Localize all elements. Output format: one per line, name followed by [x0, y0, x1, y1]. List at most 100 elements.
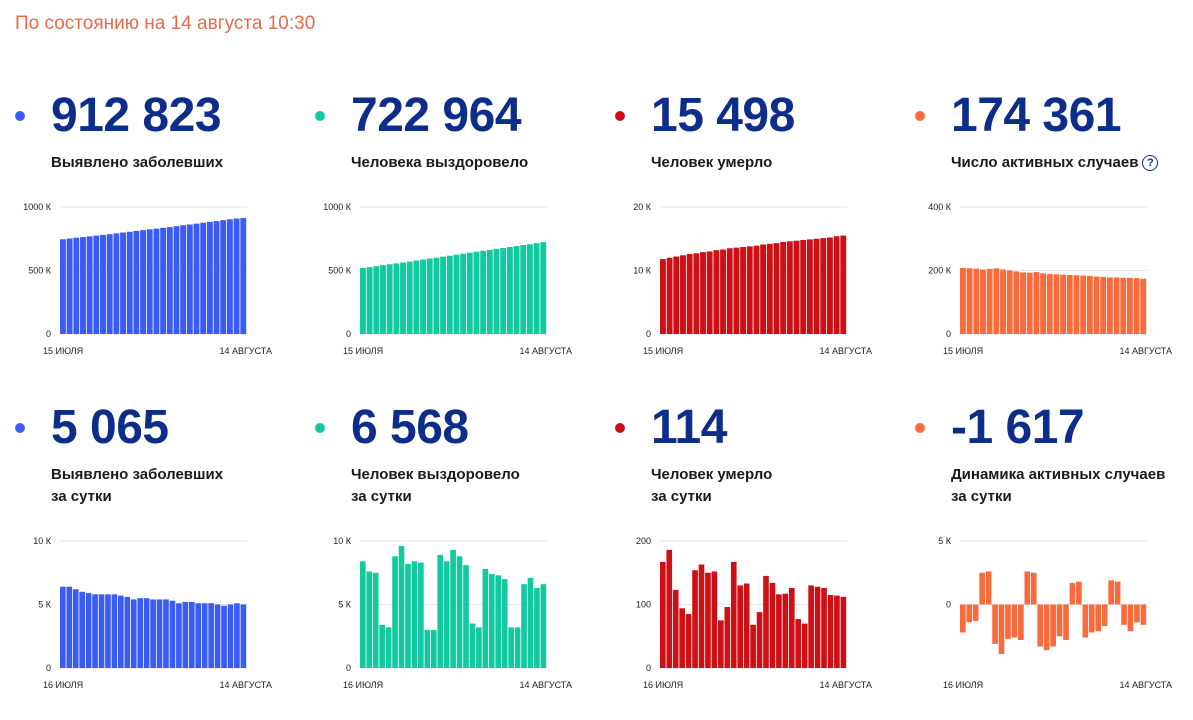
bar — [763, 575, 769, 668]
daily-deaths-value: 114 — [651, 401, 727, 454]
bar — [533, 243, 540, 334]
x-start-label: 16 ИЮЛЯ — [643, 680, 683, 690]
bar — [105, 594, 111, 668]
bar — [437, 554, 444, 668]
bar — [420, 259, 426, 334]
bar — [240, 604, 247, 668]
y-tick-label: 0 — [946, 329, 951, 339]
series-dot — [15, 423, 25, 433]
bar — [520, 245, 527, 334]
bar — [163, 599, 169, 668]
bar — [482, 568, 489, 668]
bar — [93, 235, 100, 334]
bar — [700, 252, 706, 334]
bar — [360, 267, 366, 334]
bar — [724, 607, 731, 668]
total-recovered-value: 722 964 — [351, 89, 522, 142]
bar — [998, 604, 1005, 655]
bar — [400, 262, 406, 334]
bar — [806, 239, 813, 334]
bar — [808, 585, 814, 668]
bar — [133, 230, 140, 334]
bar — [1040, 273, 1047, 334]
x-end-label: 14 АВГУСТА — [1119, 346, 1172, 356]
bar — [1127, 604, 1134, 632]
bar — [1037, 604, 1044, 647]
bar — [495, 575, 502, 668]
bar — [1060, 274, 1067, 334]
total-deaths-value: 15 498 — [651, 89, 795, 142]
bar — [450, 549, 456, 668]
bar — [80, 237, 86, 334]
bar — [820, 238, 827, 334]
bar — [992, 604, 998, 644]
bar — [692, 570, 698, 668]
bar — [986, 268, 993, 334]
bar — [1095, 604, 1102, 632]
y-tick-label: 0 — [646, 329, 651, 339]
bar — [782, 593, 789, 668]
bar — [1080, 275, 1087, 334]
y-tick-label: 100 — [636, 600, 651, 610]
bar — [106, 234, 113, 334]
bar — [1030, 572, 1037, 605]
bar — [666, 257, 673, 334]
bar — [521, 584, 527, 668]
bar — [453, 254, 460, 335]
bar — [680, 255, 686, 334]
bar — [443, 561, 450, 668]
bar — [213, 221, 220, 334]
x-end-label: 14 АВГУСТА — [819, 680, 872, 690]
bar — [500, 248, 507, 334]
active-cases-label: Число активных случаев? — [951, 152, 1159, 174]
bar — [214, 604, 221, 668]
bar — [1013, 271, 1020, 334]
bar — [526, 244, 533, 334]
bar — [685, 614, 692, 668]
bar — [488, 574, 495, 668]
card-daily-deaths: 114 Человек умерло за сутки 200 100 0 16 ИЮЛ… — [615, 400, 895, 720]
bar — [405, 563, 411, 668]
bar — [979, 572, 985, 605]
bar — [372, 572, 379, 668]
y-tick-label: 1000 К — [323, 202, 352, 212]
active-cases-value: 174 361 — [951, 89, 1122, 142]
bar — [534, 587, 540, 668]
bar — [730, 561, 737, 668]
bar — [398, 546, 405, 668]
bar — [753, 245, 760, 334]
bar — [1063, 604, 1069, 641]
bar — [1101, 604, 1108, 627]
card-daily-active-change: -1 617 Динамика активных случаев за сутки… — [915, 400, 1193, 720]
bar — [540, 584, 547, 668]
bar — [1140, 604, 1147, 625]
series-dot — [15, 111, 25, 121]
y-tick-label: 0 — [646, 663, 651, 673]
daily-active-change-label: Динамика активных случаев за сутки — [951, 466, 1166, 505]
bar — [406, 261, 413, 334]
bar — [366, 267, 373, 334]
bar — [72, 589, 79, 668]
bar — [440, 256, 447, 334]
bar — [193, 223, 200, 334]
bar — [100, 234, 106, 334]
bar — [801, 623, 808, 668]
x-end-label: 14 АВГУСТА — [519, 680, 572, 690]
bar — [227, 604, 234, 668]
bar — [234, 603, 240, 668]
bar — [540, 242, 547, 334]
daily-cases-label: Выявлено заболевших за сутки — [51, 466, 224, 505]
total-cases-chart: 1000 К 500 К 0 15 ИЮЛЯ 14 АВГУСТА — [23, 202, 272, 356]
bar — [153, 228, 160, 334]
bar — [706, 251, 713, 334]
bar — [426, 258, 433, 334]
bar — [673, 256, 680, 334]
card-daily-cases: 5 065 Выявлено заболевших за сутки 10 К 5 … — [15, 400, 295, 720]
bar — [814, 586, 821, 668]
bar — [124, 596, 131, 668]
y-tick-label: 20 К — [633, 202, 652, 212]
bar — [393, 263, 400, 334]
bar — [1069, 582, 1076, 605]
help-icon[interactable]: ? — [1142, 155, 1159, 171]
bar — [1082, 604, 1089, 638]
